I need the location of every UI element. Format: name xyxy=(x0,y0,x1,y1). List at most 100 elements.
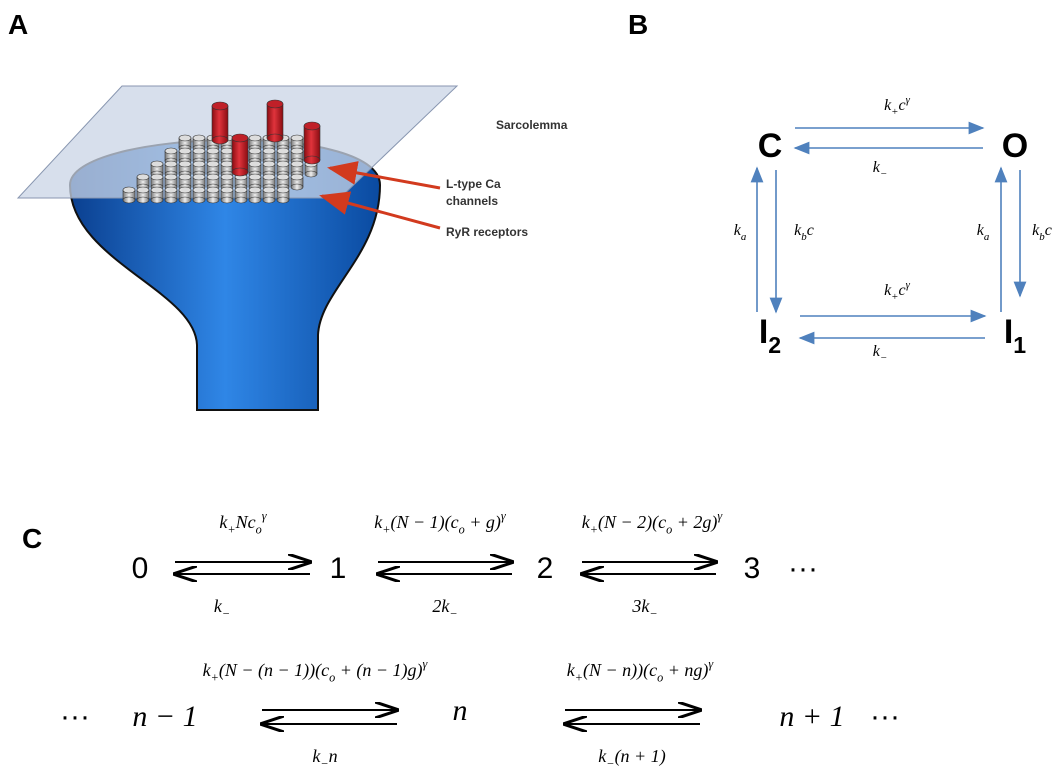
cylinder-top xyxy=(193,174,205,180)
cylinder-top xyxy=(193,187,205,193)
cylinder-top xyxy=(179,148,191,154)
label-sub: o xyxy=(256,522,262,536)
label-text: ··· xyxy=(60,700,90,733)
label: ka xyxy=(977,222,990,243)
cylinder-body xyxy=(304,126,320,160)
label: k+(N − 2)(co + 2g)γ xyxy=(582,509,724,537)
cylinder-top xyxy=(249,161,261,167)
label-text: c xyxy=(807,222,814,239)
label: k− xyxy=(214,596,230,620)
label-sup: γ xyxy=(423,657,429,671)
label-sub: + xyxy=(590,522,598,536)
label-text: I xyxy=(1004,313,1013,351)
cylinder-base xyxy=(179,197,191,203)
cylinder-top xyxy=(151,174,163,180)
label-sub: + xyxy=(891,106,898,118)
label: k−n xyxy=(312,746,337,770)
cylinder-base xyxy=(305,171,317,177)
cylinder-top xyxy=(137,187,149,193)
label-text: Nc xyxy=(235,512,256,532)
label-text: ··· xyxy=(870,700,900,733)
cylinder-body xyxy=(267,104,283,138)
panel-c-arrows xyxy=(175,562,716,724)
label-text: (N − 2)(c xyxy=(598,512,666,533)
cylinder-top xyxy=(165,161,177,167)
label: k−(n + 1) xyxy=(598,746,665,770)
cylinder-top xyxy=(179,161,191,167)
cylinder-body xyxy=(232,138,248,172)
cylinder-top xyxy=(249,148,261,154)
cylinder-top xyxy=(249,174,261,180)
label-text: n − 1 xyxy=(132,700,197,733)
cylinder-top xyxy=(221,187,233,193)
label-text: O xyxy=(1002,127,1028,165)
cylinder-base xyxy=(249,197,261,203)
cylinder-top xyxy=(151,187,163,193)
label: k+Ncoγ xyxy=(219,509,267,537)
cylinder-top xyxy=(291,148,303,154)
label-sub: + xyxy=(575,670,583,684)
cylinder-base xyxy=(123,197,135,203)
label-sub: + xyxy=(227,522,235,536)
cylinder-top xyxy=(193,148,205,154)
cylinder-base xyxy=(165,197,177,203)
label: n − 1 xyxy=(132,700,197,733)
cylinder-top xyxy=(263,187,275,193)
label-sub: − xyxy=(449,606,457,620)
label: 3 xyxy=(744,552,761,585)
cylinder-top xyxy=(232,134,248,142)
cylinder-base xyxy=(212,136,228,144)
label: k+cγ xyxy=(884,94,911,118)
label-text: + ng) xyxy=(663,660,708,681)
label-text: 3k xyxy=(631,596,650,616)
annotation: channels xyxy=(446,194,498,208)
label-sup: γ xyxy=(708,657,714,671)
label-sup: γ xyxy=(717,509,723,523)
cylinder-base xyxy=(267,134,283,142)
cylinder-top xyxy=(263,174,275,180)
label-text: + (n − 1)g) xyxy=(335,660,422,681)
cylinder-top xyxy=(123,187,135,193)
label-text: (N − (n − 1))(c xyxy=(219,660,329,681)
label-text: c xyxy=(899,282,906,299)
cylinder-top xyxy=(193,161,205,167)
cylinder-top xyxy=(165,187,177,193)
label: ··· xyxy=(788,552,818,585)
cylinder-base xyxy=(137,197,149,203)
cylinder-top xyxy=(277,174,289,180)
cylinder-body xyxy=(212,106,228,140)
cylinder-base xyxy=(277,197,289,203)
cylinder-top xyxy=(235,187,247,193)
panel-label: B xyxy=(628,9,648,40)
cylinder-base xyxy=(263,197,275,203)
label-sup: γ xyxy=(906,279,911,291)
cylinder-top xyxy=(277,148,289,154)
cylinder-top xyxy=(151,161,163,167)
panel-label: C xyxy=(22,523,42,554)
label: n xyxy=(453,694,468,727)
label: I1 xyxy=(1004,313,1026,358)
cylinder-top xyxy=(179,187,191,193)
label-text: (n + 1) xyxy=(615,746,666,767)
cylinder-top xyxy=(263,161,275,167)
cylinder-top xyxy=(221,161,233,167)
cylinder-base xyxy=(232,168,248,176)
cylinder-top xyxy=(221,148,233,154)
cylinder-top xyxy=(277,187,289,193)
label-text: c xyxy=(899,97,906,114)
cylinder-base xyxy=(235,197,247,203)
cylinder-top xyxy=(291,135,303,141)
cylinder-base xyxy=(193,197,205,203)
label-sub: + xyxy=(382,522,390,536)
label-sub: − xyxy=(649,606,657,620)
label-text: I xyxy=(759,313,768,351)
cylinder-top xyxy=(207,148,219,154)
label: C xyxy=(758,127,783,165)
label-sub: + xyxy=(211,670,219,684)
cylinder-top xyxy=(165,148,177,154)
label-text: n xyxy=(329,746,338,766)
label: k+(N − (n − 1))(co + (n − 1)g)γ xyxy=(203,657,429,685)
spine-illustration: Sarcolemma L-type Ca channels RyR recept… xyxy=(18,86,568,410)
label-text: (N − n))(c xyxy=(583,660,657,681)
annotation: Sarcolemma xyxy=(496,118,568,132)
